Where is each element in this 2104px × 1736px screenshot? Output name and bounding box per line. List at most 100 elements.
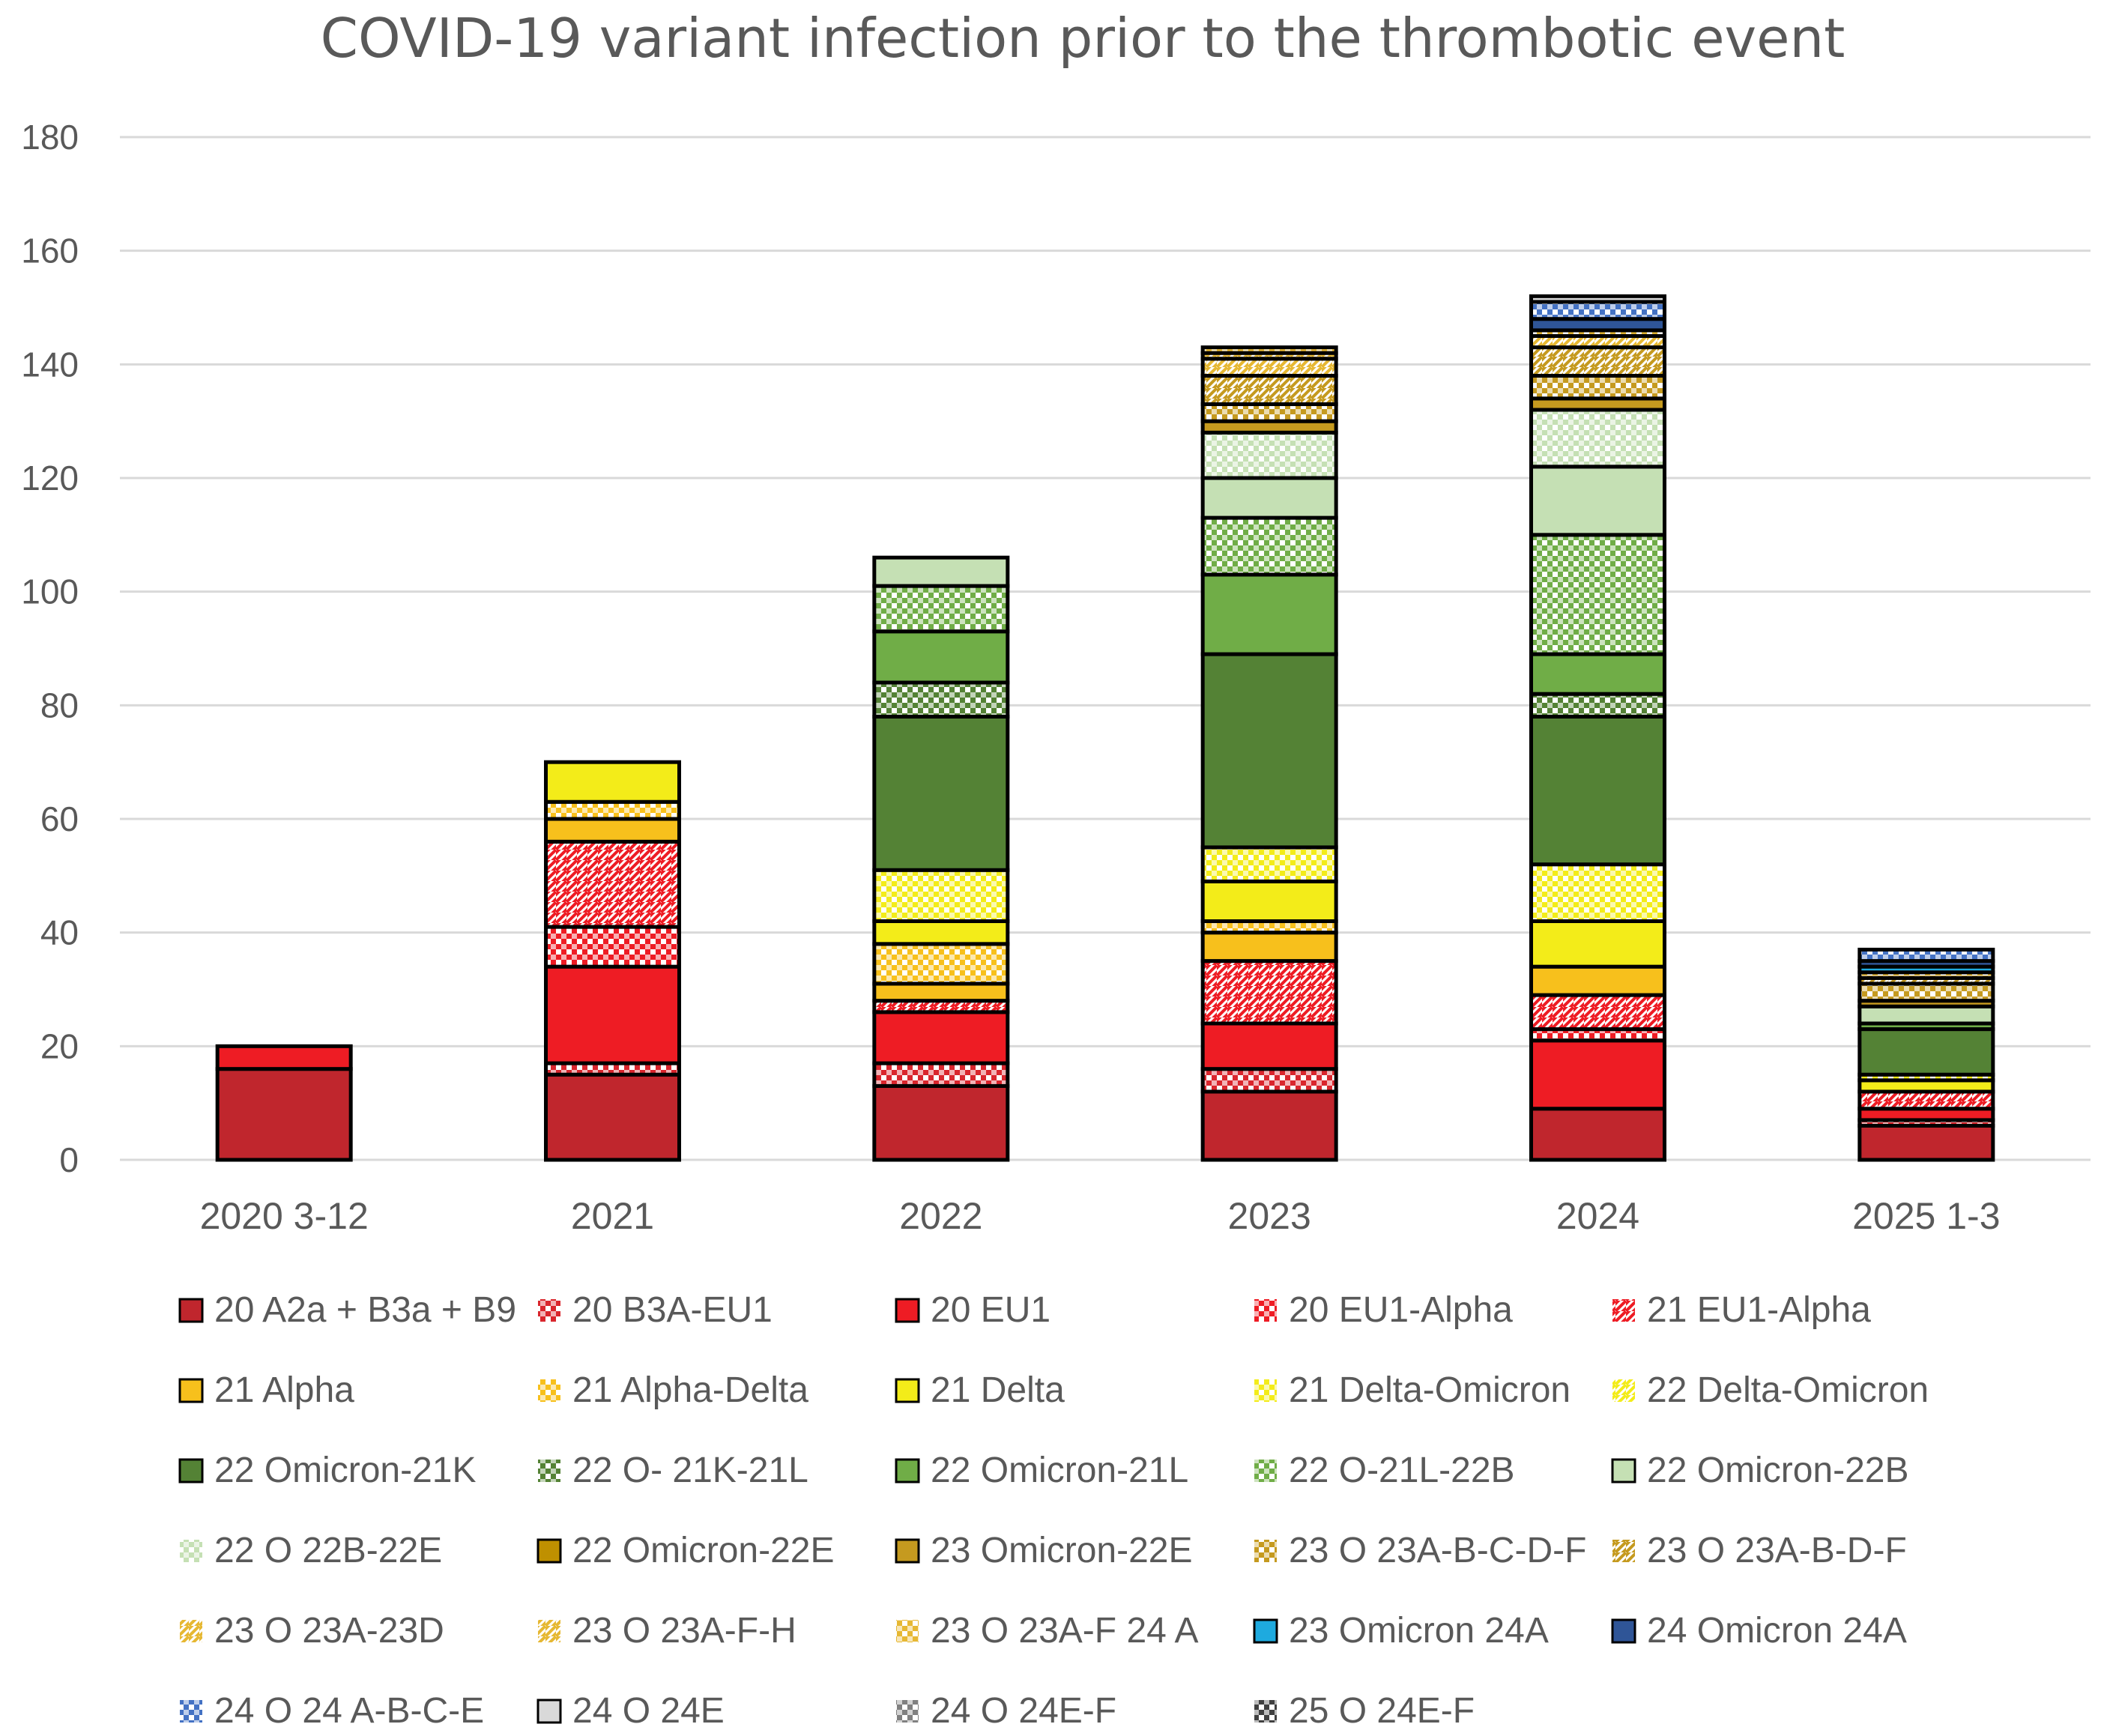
legend-item-22-o-21l-22b: 22 O-21L-22B xyxy=(1254,1451,1515,1490)
bar-2024-21-alpha xyxy=(1529,964,1666,997)
bar-2024-24-o-24-a-b-c-e xyxy=(1529,300,1666,321)
legend-label: 24 O 24E-F xyxy=(931,1691,1116,1731)
legend-item-20-a2a-b3a-b9: 20 A2a + B3a + B9 xyxy=(178,1290,516,1330)
bar-2021-20-a2a-b3a-b9 xyxy=(544,1072,681,1162)
bar-2023-20-a2a-b3a-b9 xyxy=(1200,1089,1338,1162)
y-tick-label: 100 xyxy=(21,572,79,611)
y-tick-label: 0 xyxy=(59,1140,79,1179)
legend-item-22-omicron-22e: 22 Omicron-22E xyxy=(536,1531,834,1570)
legend-item-24-o-24e-f: 24 O 24E-F xyxy=(896,1691,1116,1731)
legend-label: 20 A2a + B3a + B9 xyxy=(214,1290,516,1330)
legend-label: 22 Delta-Omicron xyxy=(1647,1370,1929,1410)
legend-swatch xyxy=(1612,1379,1635,1402)
bar-2022-22-omicron-22b xyxy=(872,555,1010,588)
y-tick-label: 80 xyxy=(40,686,79,725)
bar-2021-21-delta xyxy=(544,760,681,804)
bar-2024-21-delta-omicron xyxy=(1529,862,1666,923)
bar-2023-23-o-23a-23d xyxy=(1200,357,1338,378)
bar-2023-23-o-23a-b-c-d-f xyxy=(1200,402,1338,423)
legend-item-22-o-21k-21l: 22 O- 21K-21L xyxy=(538,1451,808,1490)
legend-swatch xyxy=(538,1379,560,1402)
legend-swatch xyxy=(180,1700,202,1723)
x-tick-label: 2024 xyxy=(1556,1195,1639,1237)
legend-label: 22 O 22B-22E xyxy=(214,1531,442,1570)
legend-swatch xyxy=(538,1460,560,1482)
bar-2022-22-omicron-21k xyxy=(872,715,1010,872)
bar-2025-1-3-21-eu1-alpha xyxy=(1857,1089,1995,1111)
legend-swatch xyxy=(538,1299,560,1322)
legend-swatch xyxy=(180,1540,202,1562)
bar-2022-22-o-21k-21l xyxy=(872,680,1010,719)
legend-item-22-delta-omicron: 22 Delta-Omicron xyxy=(1612,1370,1929,1410)
legend-item-21-alpha-delta: 21 Alpha-Delta xyxy=(538,1370,808,1410)
bar-2022-20-a2a-b3a-b9 xyxy=(872,1083,1010,1162)
legend-item-20-b3a-eu1: 20 B3A-EU1 xyxy=(538,1290,773,1330)
legend-label: 24 Omicron 24A xyxy=(1647,1611,1907,1651)
bar-2024-22-o-22b-22e xyxy=(1529,408,1666,469)
legend-item-24-o-24e: 24 O 24E xyxy=(536,1691,725,1731)
legend-swatch xyxy=(895,1378,920,1403)
bar-2025-1-3-22-omicron-22b xyxy=(1857,1004,1995,1026)
legend-swatch xyxy=(1254,1540,1277,1562)
bar-2024-20-a2a-b3a-b9 xyxy=(1529,1107,1666,1162)
bar-2024-24-o-24e xyxy=(1529,294,1666,304)
legend-label: 22 O- 21K-21L xyxy=(572,1451,808,1490)
bar-2025-1-3-22-omicron-21k xyxy=(1857,1027,1995,1077)
bar-2025-1-3-20-a2a-b3a-b9 xyxy=(1857,1124,1995,1162)
bar-2022-20-eu1 xyxy=(872,1010,1010,1065)
legend-label: 23 O 23A-23D xyxy=(214,1611,444,1651)
legend-label: 21 Alpha-Delta xyxy=(572,1370,808,1410)
bar-2024-22-o-21l-22b xyxy=(1529,533,1666,656)
bar-2020-3-12-20-a2a-b3a-b9 xyxy=(215,1067,353,1162)
legend-item-22-omicron-21k: 22 Omicron-21K xyxy=(178,1451,476,1490)
legend-swatch xyxy=(536,1538,562,1564)
x-tick-label: 2022 xyxy=(899,1195,982,1237)
x-tick-label: 2025 1-3 xyxy=(1852,1195,2000,1237)
bar-2024-22-omicron-21l xyxy=(1529,652,1666,696)
legend-item-22-omicron-21l: 22 Omicron-21L xyxy=(895,1451,1188,1490)
bar-2022-20-b3a-eu1 xyxy=(872,1061,1010,1088)
bar-2024-21-eu1-alpha xyxy=(1529,993,1666,1032)
y-tick-label: 40 xyxy=(40,913,79,952)
legend-item-23-o-23a-f-24-a: 23 O 23A-F 24 A xyxy=(896,1611,1199,1651)
bar-2024-22-omicron-21k xyxy=(1529,715,1666,867)
bar-2023-22-o-22b-22e xyxy=(1200,430,1338,480)
legend-swatch xyxy=(178,1378,204,1403)
bar-stack-2020-3-12 xyxy=(215,1044,353,1162)
legend-swatch xyxy=(1611,1458,1636,1484)
bar-2023-22-o-21l-22b xyxy=(1200,515,1338,577)
bar-2025-1-3-24-o-24-a-b-c-e xyxy=(1857,947,1995,964)
y-tick-label: 140 xyxy=(21,345,79,384)
legend-item-25-o-24e-f: 25 O 24E-F xyxy=(1254,1691,1475,1731)
bars xyxy=(215,294,1995,1162)
bar-2023-22-omicron-21l xyxy=(1200,572,1338,656)
legend-label: 24 O 24E xyxy=(572,1691,725,1731)
legend-item-21-eu1-alpha: 21 EU1-Alpha xyxy=(1612,1290,1871,1330)
legend-item-20-eu1: 20 EU1 xyxy=(895,1290,1051,1330)
legend-swatch xyxy=(1612,1299,1635,1322)
legend-label: 23 O 23A-B-C-D-F xyxy=(1289,1531,1586,1570)
legend-swatch xyxy=(895,1538,920,1564)
bar-2021-21-alpha-delta xyxy=(544,799,681,821)
x-axis: 2020 3-12 2021 2022 2023 2024 2025 1-3 xyxy=(200,1195,2001,1237)
x-tick-label: 2023 xyxy=(1228,1195,1311,1237)
y-axis: 0 20 40 60 80 100 120 140 160 180 xyxy=(21,118,79,1179)
bar-2022-21-alpha-delta xyxy=(872,942,1010,986)
legend-swatch xyxy=(1612,1540,1635,1562)
legend-item-22-omicron-22b: 22 Omicron-22B xyxy=(1611,1451,1908,1490)
y-tick-label: 120 xyxy=(21,459,79,497)
legend-swatch xyxy=(895,1458,920,1484)
legend-label: 22 Omicron-21L xyxy=(931,1451,1188,1490)
y-tick-label: 60 xyxy=(40,799,79,838)
legend-label: 21 Delta xyxy=(931,1370,1065,1410)
bar-2023-21-delta-omicron xyxy=(1200,845,1338,883)
legend-label: 20 EU1-Alpha xyxy=(1289,1290,1513,1330)
x-tick-label: 2021 xyxy=(571,1195,654,1237)
bar-2023-23-o-23a-f-24-a xyxy=(1200,345,1338,355)
legend-swatch xyxy=(536,1699,562,1724)
legend-swatch xyxy=(896,1620,919,1642)
y-tick-label: 180 xyxy=(21,118,79,157)
bar-2023-21-delta xyxy=(1200,879,1338,923)
bar-2023-21-eu1-alpha xyxy=(1200,959,1338,1026)
